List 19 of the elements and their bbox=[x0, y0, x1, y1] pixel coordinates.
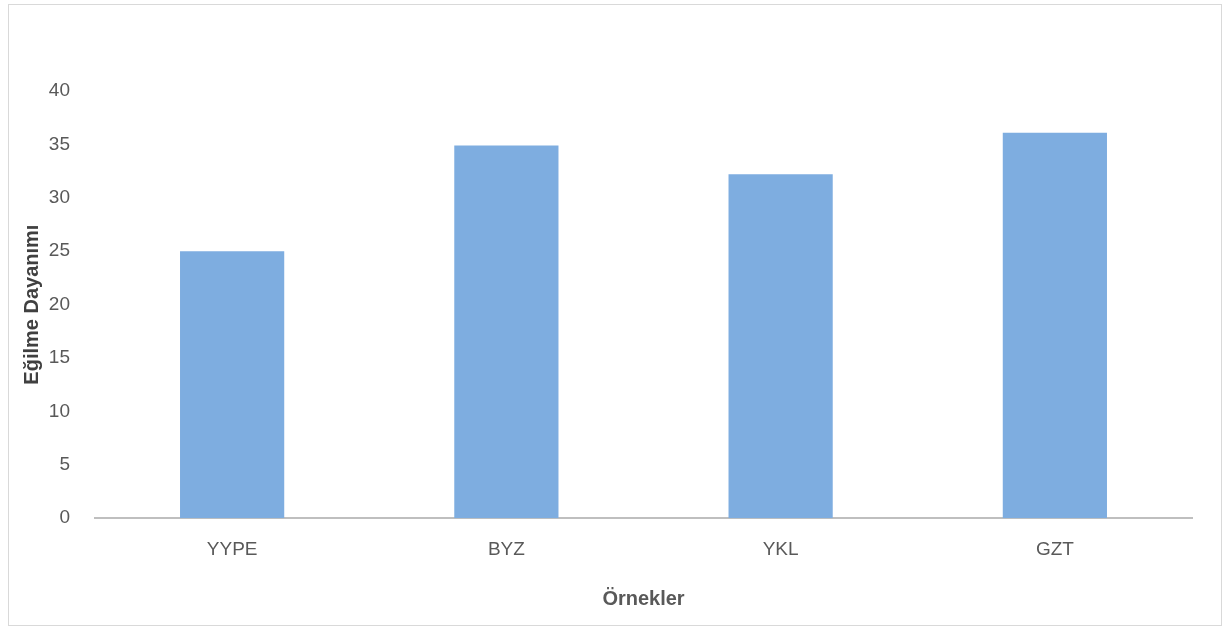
bar bbox=[180, 251, 285, 519]
y-tick-label: 0 bbox=[59, 506, 70, 528]
bar bbox=[728, 174, 833, 519]
x-tick-label: YYPE bbox=[206, 537, 258, 559]
x-tick-label: GZT bbox=[1035, 537, 1075, 559]
y-tick-label: 20 bbox=[48, 292, 70, 314]
y-tick-label: 30 bbox=[48, 186, 70, 208]
y-axis-title: Eğilme Dayanımı bbox=[19, 224, 42, 385]
y-tick-label: 5 bbox=[59, 453, 70, 475]
x-tick-label: YKL bbox=[762, 537, 799, 559]
x-tick-label: BYZ bbox=[487, 537, 526, 559]
y-tick-label: 15 bbox=[48, 346, 70, 368]
y-tick-label: 25 bbox=[48, 239, 70, 261]
y-tick-label: 10 bbox=[48, 399, 70, 421]
y-tick-label: 40 bbox=[48, 79, 70, 101]
y-tick-label: 35 bbox=[48, 132, 70, 154]
bar bbox=[1002, 132, 1107, 519]
x-axis-title: Örnekler bbox=[602, 586, 685, 609]
bar bbox=[454, 145, 559, 519]
